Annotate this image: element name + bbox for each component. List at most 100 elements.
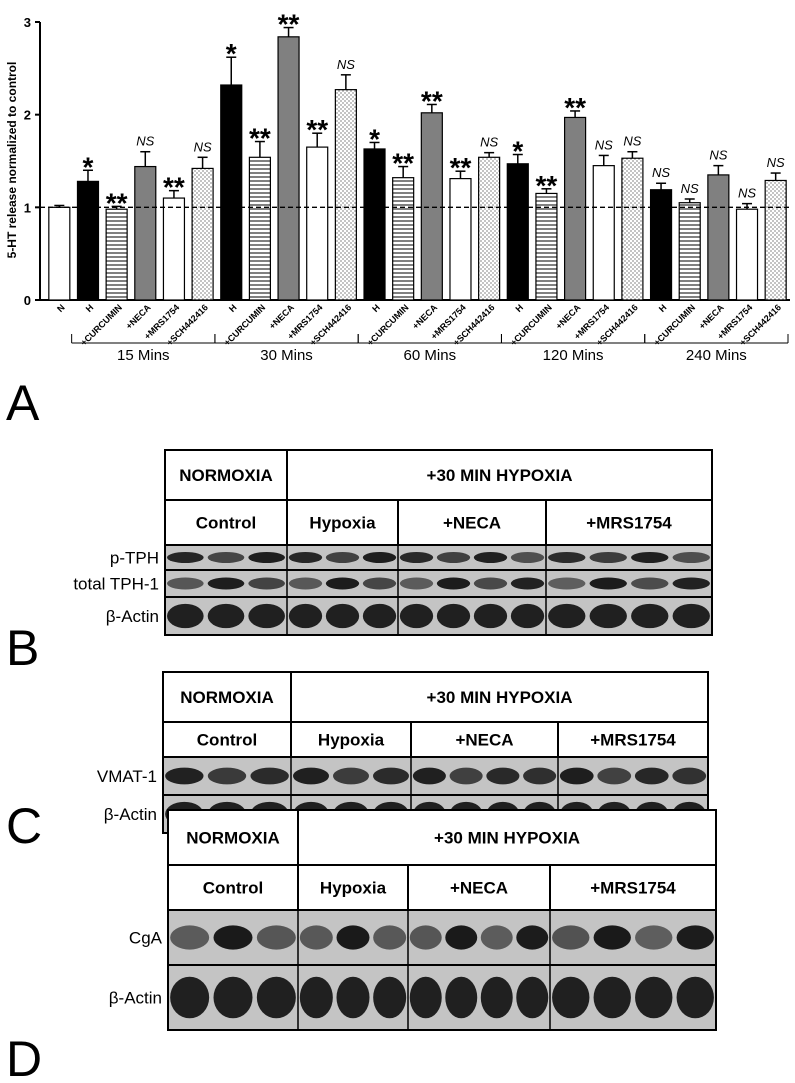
group-header: Hypoxia — [320, 879, 387, 898]
significance-label: NS — [595, 137, 613, 152]
group-header: +NECA — [450, 879, 508, 898]
bar — [392, 177, 415, 301]
blot-band — [248, 603, 285, 629]
control-header: NORMOXIA — [179, 466, 273, 485]
blot-band — [250, 767, 289, 785]
panel-label: D — [6, 1031, 42, 1083]
blot-band — [213, 925, 253, 950]
significance-label: * — [83, 151, 94, 182]
blot-band — [593, 925, 631, 950]
bar — [592, 165, 615, 301]
blot-band — [676, 976, 714, 1019]
blot-band — [672, 603, 710, 629]
blot-row-label: p-TPH — [110, 549, 159, 568]
blot-band — [631, 552, 669, 563]
bar — [420, 112, 443, 301]
bar — [220, 84, 243, 301]
blot-band — [548, 603, 586, 629]
x-tick-label: H — [657, 302, 669, 314]
bar — [191, 167, 214, 301]
blot-band — [559, 767, 594, 785]
blot-row-label: β-Actin — [104, 805, 157, 824]
blot-band — [399, 552, 434, 563]
blot-band — [672, 767, 707, 785]
blot-band — [288, 552, 323, 563]
y-tick-label: 3 — [24, 15, 31, 30]
bar — [563, 116, 587, 301]
y-axis-title: 5-HT release normalized to control — [5, 62, 19, 259]
blot-band — [299, 976, 333, 1019]
blot-band — [409, 976, 442, 1019]
blot-band — [409, 925, 442, 950]
blot-band — [299, 925, 333, 950]
bar — [678, 202, 701, 301]
blot-band — [293, 767, 329, 785]
blot-band — [362, 552, 397, 563]
bar — [48, 206, 71, 301]
blot-band — [207, 577, 245, 590]
bar — [134, 165, 157, 301]
significance-label: * — [512, 136, 523, 167]
group-header: +MRS1754 — [586, 514, 672, 533]
blot-band — [510, 552, 545, 563]
x-tick-label: N — [55, 302, 67, 314]
blot-band — [552, 976, 590, 1019]
blot-band — [552, 925, 590, 950]
group-header: +NECA — [455, 731, 513, 750]
significance-label: NS — [623, 134, 641, 149]
x-tick-label: H — [84, 302, 96, 314]
significance-label: ** — [278, 9, 300, 40]
treatment-header: +30 MIN HYPOXIA — [427, 688, 573, 707]
significance-label: NS — [652, 165, 670, 180]
significance-label: ** — [450, 152, 472, 183]
blot-band — [523, 767, 557, 785]
blot-band — [373, 767, 409, 785]
blot-band — [449, 767, 483, 785]
blot-band — [213, 976, 253, 1019]
group-label: 60 Mins — [404, 347, 457, 364]
blot-band — [589, 577, 627, 590]
blot-band — [256, 976, 296, 1019]
blot-band — [548, 552, 586, 563]
header-frame — [164, 449, 713, 546]
blot-band — [399, 603, 434, 629]
blot-band — [631, 577, 669, 590]
x-tick-label: H — [227, 302, 239, 314]
blot-band — [170, 976, 210, 1019]
significance-label: NS — [767, 155, 785, 170]
group-header: +NECA — [443, 514, 501, 533]
blot-band — [589, 603, 627, 629]
control-header: NORMOXIA — [180, 688, 274, 707]
significance-label: NS — [709, 148, 727, 163]
blot-band — [325, 603, 360, 629]
blot-frame — [167, 964, 717, 1031]
blot-band — [436, 552, 471, 563]
blot-band — [445, 925, 478, 950]
significance-label: ** — [421, 85, 443, 116]
bar — [76, 180, 100, 301]
group-header: Hypoxia — [309, 514, 376, 533]
blot-band — [373, 925, 407, 950]
blot-band — [167, 603, 204, 629]
blot-band — [672, 552, 710, 563]
blot-band — [516, 976, 549, 1019]
blot-band — [631, 603, 669, 629]
blot-band — [548, 577, 586, 590]
group-header: Control — [203, 879, 263, 898]
group-header: Control — [197, 731, 257, 750]
group-label: 30 Mins — [260, 347, 313, 364]
blot-row-label: β-Actin — [109, 989, 162, 1008]
group-label: 240 Mins — [686, 347, 747, 364]
blot-band — [325, 552, 360, 563]
blot-band — [510, 603, 545, 629]
significance-label: ** — [306, 114, 328, 145]
blot-band — [336, 925, 370, 950]
blot-row-label: β-Actin — [106, 607, 159, 626]
blot-band — [336, 976, 370, 1019]
x-tick-label: H — [370, 302, 382, 314]
blot-band — [288, 577, 323, 590]
panel-label: A — [6, 375, 40, 431]
group-header: +MRS1754 — [590, 879, 676, 898]
blot-band — [480, 976, 513, 1019]
bar — [162, 197, 186, 301]
